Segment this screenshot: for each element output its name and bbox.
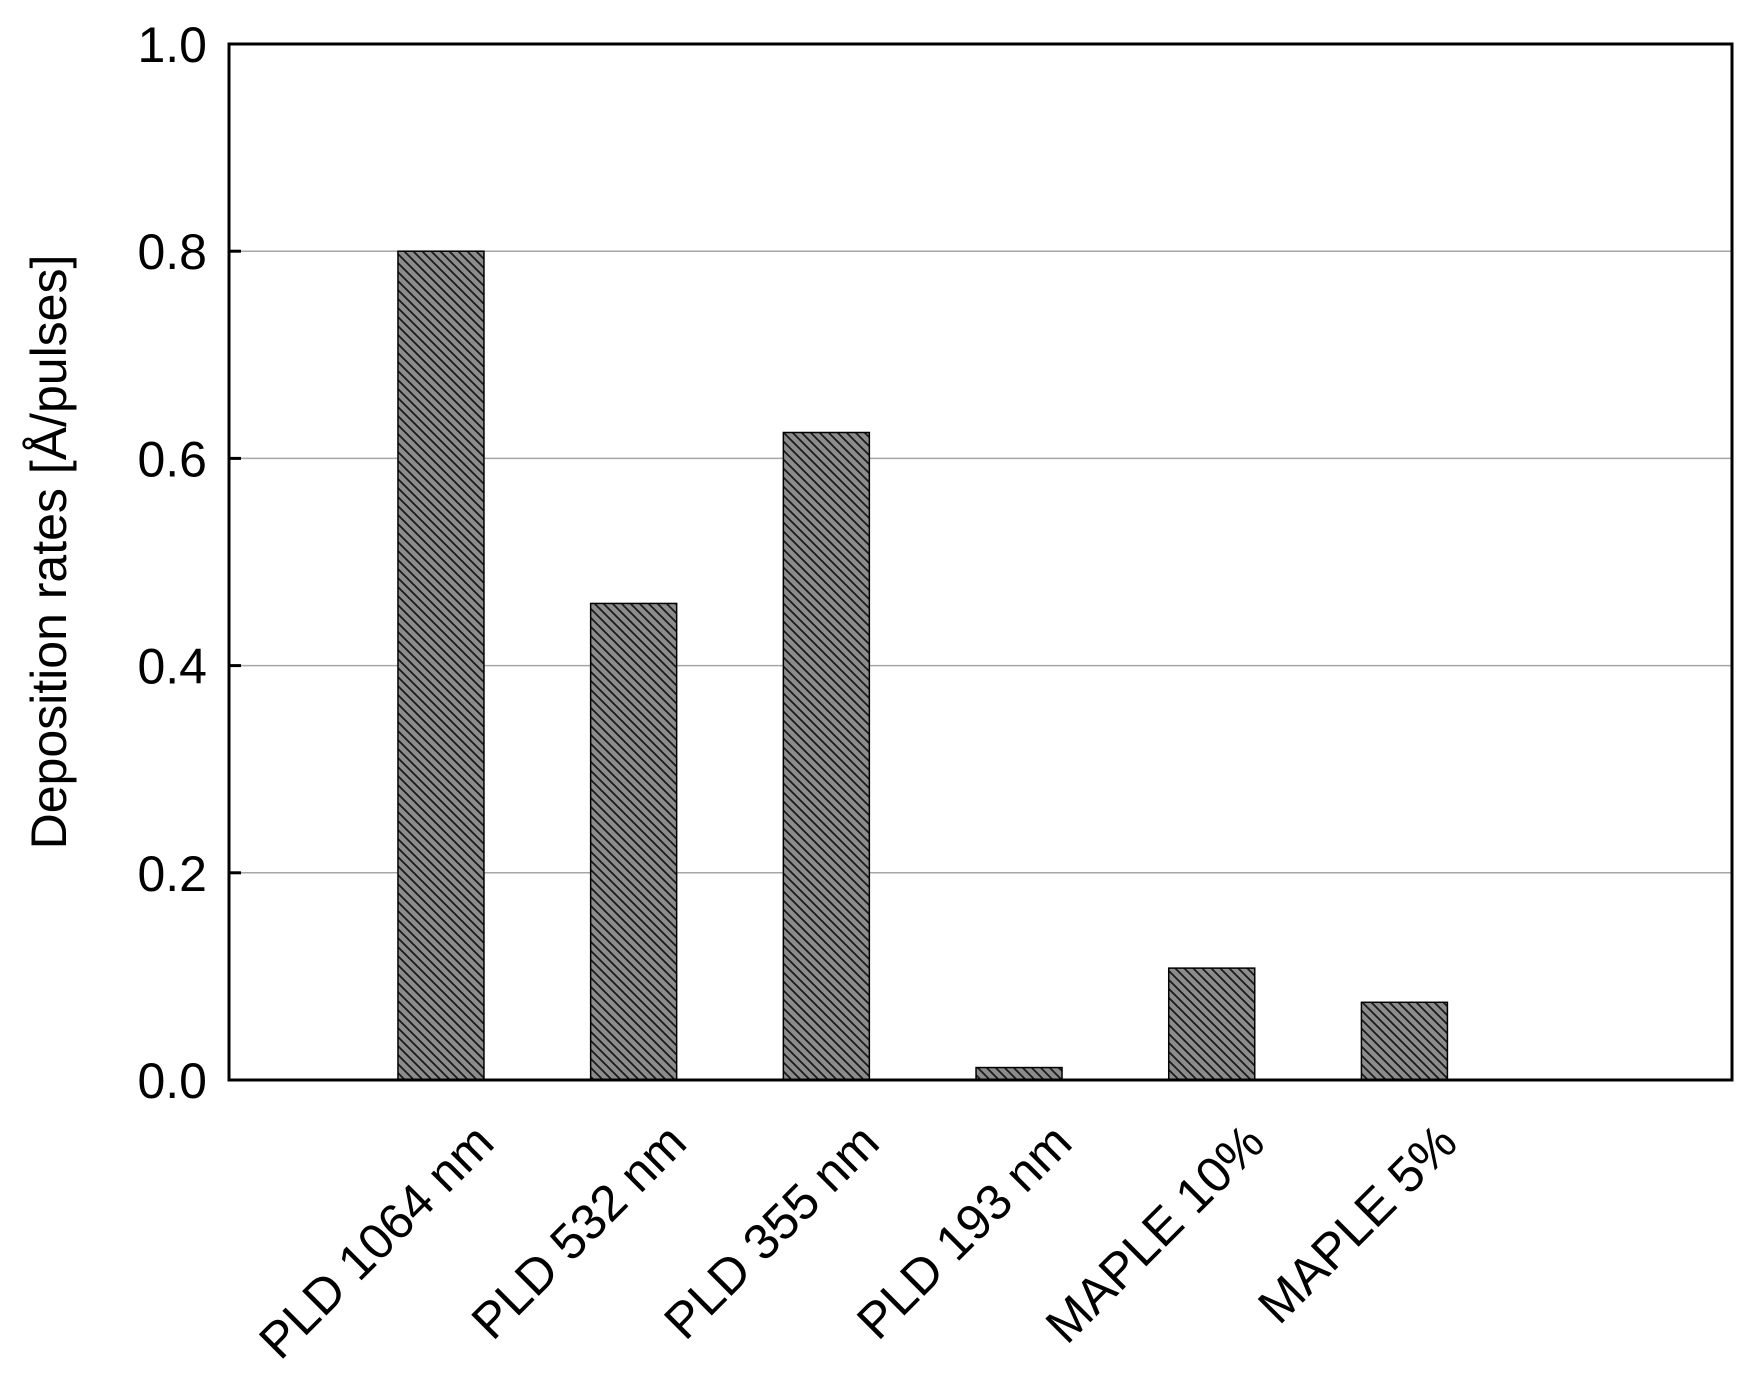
y-tick-label: 0.8 xyxy=(137,224,207,280)
bar xyxy=(975,1066,1063,1081)
y-tick-label: 0.4 xyxy=(137,639,207,695)
plot-frame xyxy=(227,42,1734,1082)
x-tick-label: MAPLE 5% xyxy=(1247,1114,1467,1334)
x-tick-label: PLD 1064 nm xyxy=(248,1114,504,1370)
bar xyxy=(589,602,678,1081)
y-tick-label: 1.0 xyxy=(137,17,207,73)
bar xyxy=(397,250,485,1081)
bars xyxy=(397,250,1449,1081)
y-tick-label: 0.0 xyxy=(137,1053,207,1109)
bar xyxy=(1360,1001,1449,1081)
bar xyxy=(1167,967,1256,1081)
y-axis-ticks: 0.0 0.2 0.4 0.6 0.8 1.0 xyxy=(137,17,241,1109)
y-tick-label: 0.2 xyxy=(137,846,207,902)
y-axis-title: Deposition rates [Å/pulses] xyxy=(21,255,77,850)
bar xyxy=(782,431,871,1081)
y-tick-label: 0.6 xyxy=(137,431,207,487)
